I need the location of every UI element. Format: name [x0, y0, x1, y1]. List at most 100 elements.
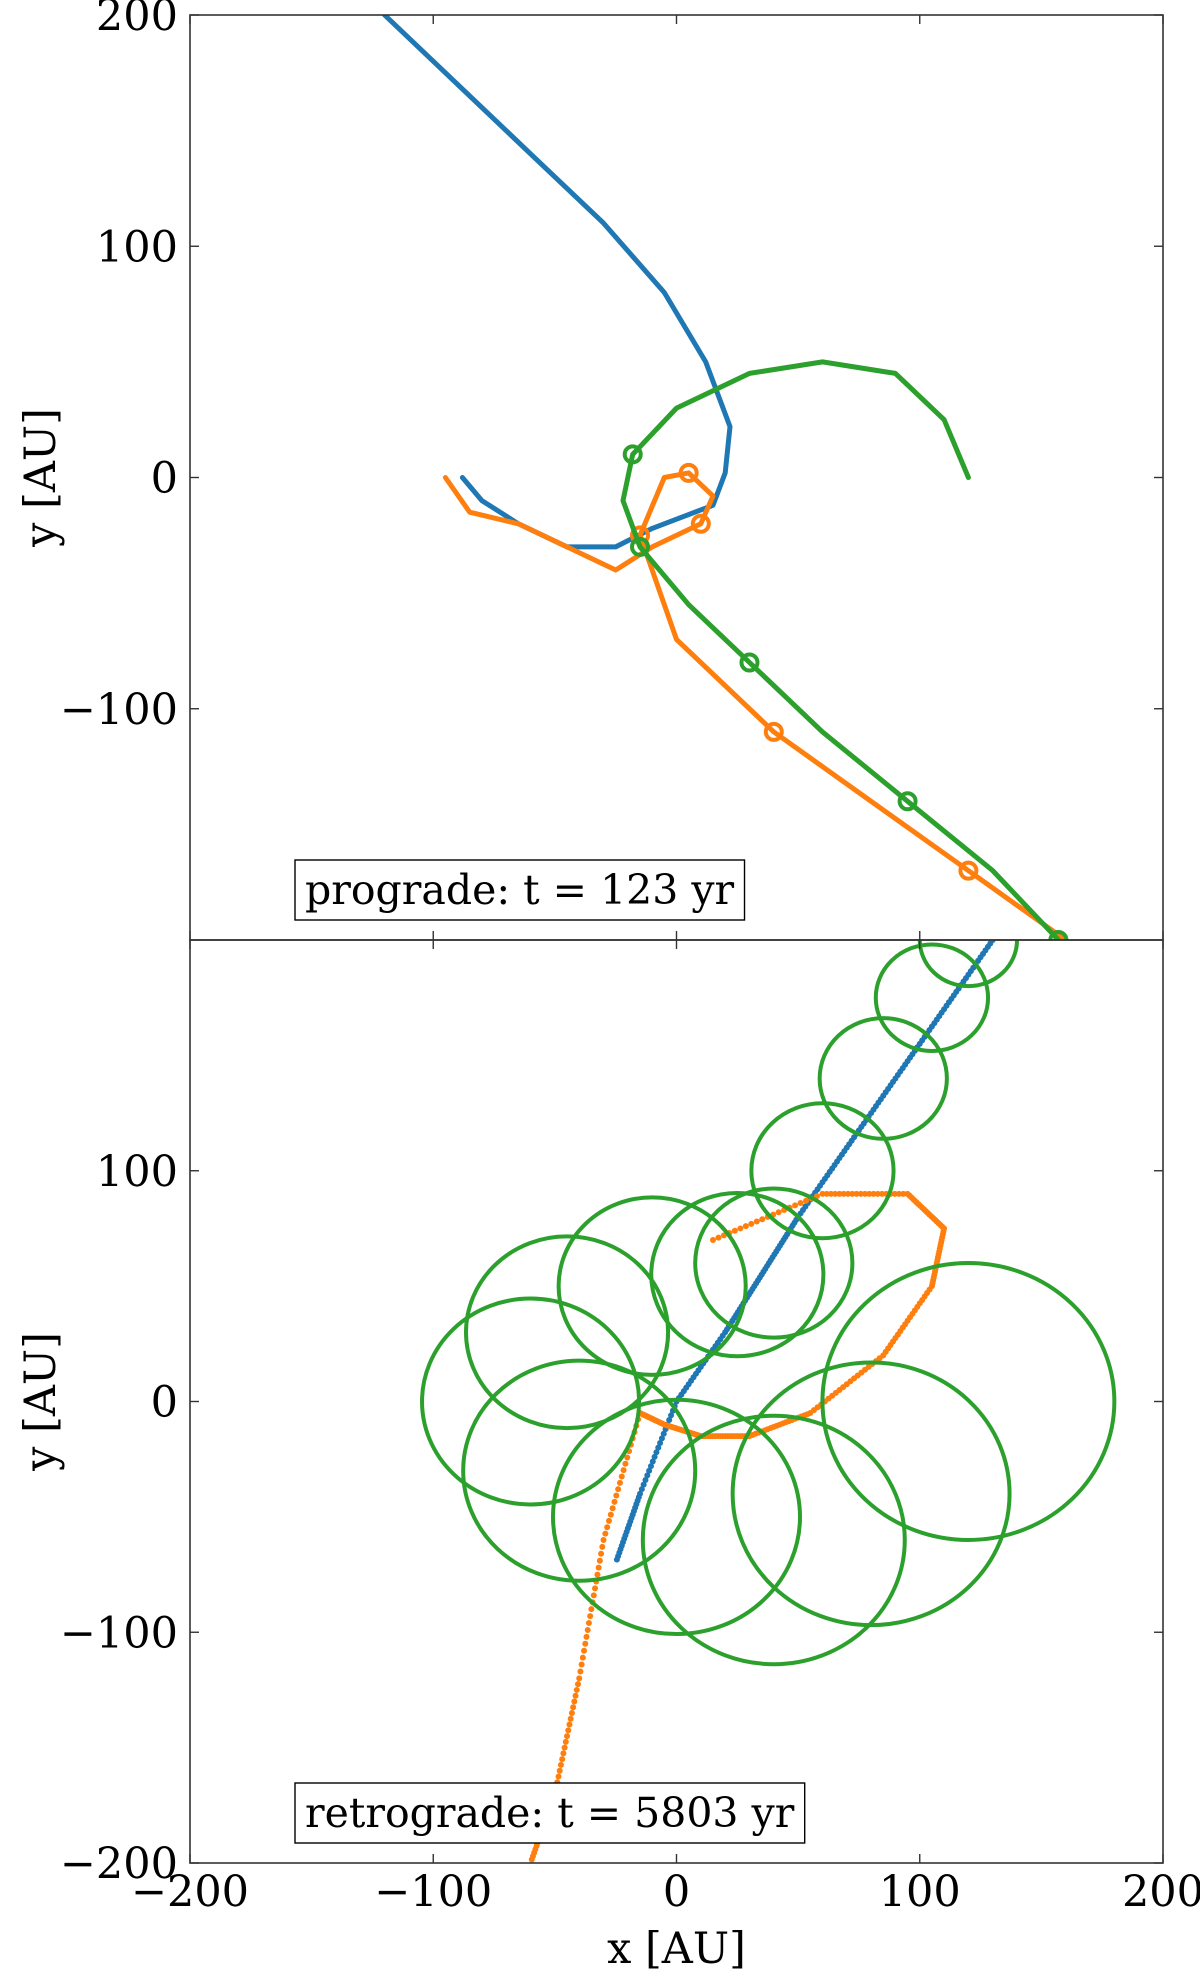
series-loop-2-2 — [640, 1413, 907, 1667]
series-dot-1 — [900, 1190, 907, 1197]
series-dot-1 — [844, 1190, 851, 1197]
series-dot-0 — [657, 1440, 664, 1447]
series-dot-1 — [715, 1234, 722, 1241]
series-loop-2-5 — [420, 1296, 642, 1507]
x-tick-label: −200 — [131, 1867, 249, 1917]
series-dot-1 — [759, 1216, 766, 1223]
series-dot-1 — [613, 1492, 620, 1499]
x-axis-label: x [AU] — [607, 1924, 746, 1974]
series-dot-1 — [598, 1550, 605, 1557]
series-dot-0 — [646, 1467, 653, 1474]
series-dot-1 — [879, 1190, 886, 1197]
series-loop-2-4 — [461, 1358, 698, 1583]
series-dot-0 — [647, 1463, 654, 1470]
y-tick-label: −200 — [60, 1839, 178, 1889]
series-loop-2-10 — [739, 652, 760, 673]
annotation-box — [294, 1782, 806, 1844]
series-dot-0 — [651, 1453, 658, 1460]
series-loop-2-8 — [630, 536, 651, 557]
series-dot-1 — [611, 1498, 618, 1505]
series-dot-1 — [803, 1197, 810, 1204]
series-loop-2-12 — [897, 791, 918, 812]
series-dot-0 — [655, 1444, 662, 1451]
y-tick-label: 100 — [96, 222, 178, 272]
panel-top: −100 0 100 200 y [AU] prograde: t = 123 yr — [16, 0, 1164, 941]
series-dot-1 — [618, 1473, 625, 1480]
series-dot-1 — [849, 1190, 856, 1197]
series-dot-1 — [528, 1856, 535, 1863]
x-tick-label: 100 — [879, 1867, 961, 1917]
series-dot-1 — [560, 1750, 567, 1757]
series-dot-1 — [737, 1225, 744, 1232]
series-dot-1 — [578, 1661, 585, 1668]
y-axis-label: y [AU] — [16, 1332, 66, 1472]
series-dot-1 — [559, 1756, 566, 1763]
series-dot-1 — [896, 1190, 903, 1197]
series-dot-1 — [753, 1218, 760, 1225]
x-tick-label: 200 — [1122, 1867, 1200, 1917]
series-dot-1 — [604, 1524, 611, 1531]
series-dot-0 — [644, 1472, 651, 1479]
series-dot-1 — [585, 1620, 592, 1627]
y-axis-label: y [AU] — [16, 408, 66, 548]
series-dot-1 — [622, 1460, 629, 1467]
series-loop-2-3 — [551, 1397, 802, 1637]
series-dot-1 — [562, 1738, 569, 1745]
series-dot-1 — [588, 1606, 595, 1613]
series-loop-2-7 — [556, 1195, 748, 1377]
series-dot-1 — [616, 1479, 623, 1486]
series-dot-1 — [567, 1715, 574, 1722]
series-dot-1 — [731, 1227, 738, 1234]
series-dot-1 — [556, 1767, 563, 1774]
series-loop-1-6 — [690, 513, 711, 534]
series-dot-1 — [570, 1704, 577, 1711]
panel-annotation: retrograde: t = 5803 yr — [305, 1789, 795, 1837]
series-dot-0 — [649, 1458, 656, 1465]
series-dot-1 — [709, 1236, 716, 1243]
series-loop-2-8 — [649, 1190, 826, 1359]
series-dot-1 — [832, 1190, 839, 1197]
series-dot-1 — [624, 1454, 631, 1461]
series-dot-1 — [607, 1511, 614, 1518]
series-dot-1 — [573, 1686, 580, 1693]
x-tick-label: −100 — [374, 1867, 492, 1917]
series-dot-1 — [576, 1675, 583, 1682]
series-dot-1 — [609, 1505, 616, 1512]
series-dot-1 — [605, 1517, 612, 1524]
series-dot-0 — [613, 1556, 620, 1563]
y-tick-label: 0 — [151, 454, 178, 504]
series-line-2 — [620, 359, 1061, 940]
series-loop-2-10 — [749, 1101, 896, 1241]
y-tick-label: 200 — [96, 0, 178, 41]
series-dot-1 — [602, 1530, 609, 1537]
series-dot-1 — [615, 1486, 622, 1493]
panel-annotation: prograde: t = 123 yr — [305, 866, 735, 914]
series-dot-1 — [836, 1190, 843, 1197]
y-tick-label: 0 — [151, 1378, 178, 1428]
y-tick-label: 100 — [96, 1147, 178, 1197]
series-loop-2-6 — [463, 1234, 671, 1431]
series-loop-2-12 — [873, 942, 991, 1053]
series-dot-1 — [581, 1647, 588, 1654]
series-line-1 — [442, 470, 1069, 940]
series-loop-1-8 — [678, 462, 699, 483]
series-dot-1 — [590, 1592, 597, 1599]
series-dot-0 — [640, 1481, 647, 1488]
series-dot-0 — [658, 1435, 665, 1442]
series-dot-1 — [596, 1557, 603, 1564]
series-loop-2-14 — [1048, 930, 1069, 940]
series-dot-1 — [891, 1190, 898, 1197]
series-dot-1 — [797, 1200, 804, 1207]
plot-area — [382, 15, 1069, 940]
series-loop-1-12 — [763, 721, 784, 742]
series-dot-1 — [823, 1190, 830, 1197]
series-loop-2-11 — [817, 1016, 949, 1141]
series-dot-1 — [566, 1721, 573, 1728]
series-loop-1-14 — [958, 860, 979, 881]
series-dot-1 — [742, 1223, 749, 1230]
series-line-0 — [382, 15, 733, 550]
series-dot-1 — [557, 1761, 564, 1768]
series-dot-1 — [571, 1698, 578, 1705]
series-dot-1 — [587, 1613, 594, 1620]
